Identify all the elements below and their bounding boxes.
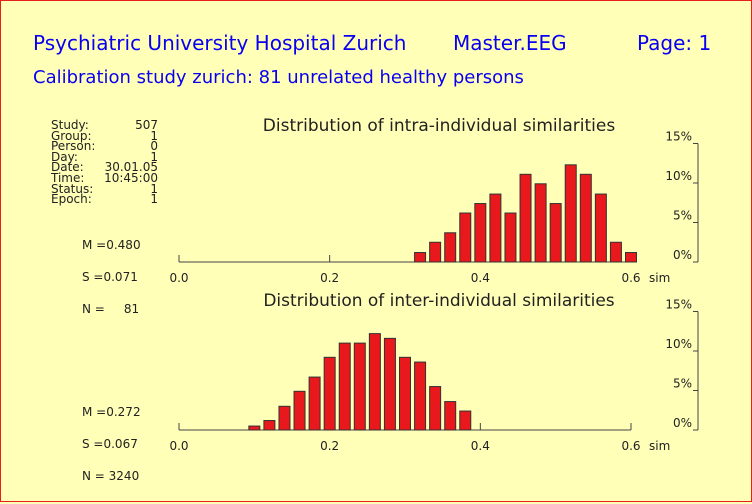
x-axis-label: sim bbox=[649, 271, 670, 285]
y-tick-label: 5% bbox=[673, 209, 692, 223]
stat-mean: M =0.480 bbox=[82, 238, 141, 253]
info-label: Status: bbox=[51, 181, 94, 196]
stat-mean: M =0.272 bbox=[82, 405, 141, 420]
histogram-bar bbox=[549, 203, 562, 263]
inter-stats: M =0.272 S =0.067 N = 3240 bbox=[82, 386, 141, 503]
y-tick-label: 15% bbox=[665, 130, 692, 144]
info-label: Group: bbox=[51, 128, 92, 143]
histogram-bar bbox=[564, 164, 577, 263]
histogram-bar bbox=[414, 361, 427, 431]
info-label: Date: bbox=[51, 160, 84, 175]
info-row: Person: 0 bbox=[51, 139, 158, 154]
stat-n: N = 3240 bbox=[82, 468, 140, 483]
info-value: 1 bbox=[150, 149, 158, 164]
file-name: Master.EEG bbox=[453, 31, 567, 55]
histogram-bar bbox=[459, 212, 472, 263]
chart-title: Distribution of intra-individual similar… bbox=[263, 116, 616, 136]
x-tick-label: 0.6 bbox=[621, 439, 640, 453]
info-row: Day: 1 bbox=[51, 149, 158, 164]
info-label: Study: bbox=[51, 118, 89, 132]
intra-stats: M =0.480 S =0.071 N = 81 bbox=[82, 219, 141, 336]
chart-title: Distribution of inter-individual similar… bbox=[263, 291, 614, 311]
histogram-bar bbox=[429, 386, 442, 431]
recording-info: Study: 507 Group: 1 Person: 0 Day: 1 Date: 30.01.… bbox=[51, 118, 158, 207]
histogram-bar bbox=[489, 193, 502, 263]
page-label: Page: bbox=[637, 31, 693, 55]
info-row: Time: 10:45:00 bbox=[51, 170, 158, 185]
histogram-bar bbox=[383, 337, 396, 431]
histogram-bar bbox=[399, 356, 411, 431]
info-value: 1 bbox=[150, 128, 158, 143]
stat-sd: S =0.071 bbox=[82, 269, 138, 284]
y-tick-label: 15% bbox=[665, 298, 692, 312]
page-number: 1 bbox=[698, 31, 712, 55]
info-value: 0 bbox=[150, 139, 158, 154]
histogram-bar bbox=[534, 183, 547, 263]
info-value: 1 bbox=[150, 181, 158, 196]
x-tick-label: 0.2 bbox=[320, 271, 339, 285]
histogram-bar bbox=[429, 241, 442, 263]
info-row: Epoch: 1 bbox=[51, 192, 158, 207]
y-tick-label: 0% bbox=[673, 248, 692, 262]
info-value: 10:45:00 bbox=[104, 170, 158, 185]
x-tick-label: 0.0 bbox=[169, 271, 188, 285]
y-tick-label: 0% bbox=[673, 416, 692, 430]
stat-n: N = 81 bbox=[82, 301, 140, 316]
histogram-bar bbox=[609, 241, 622, 263]
info-value: 30.01.05 bbox=[104, 160, 158, 175]
histogram-bar bbox=[323, 356, 336, 431]
histogram-bar bbox=[459, 410, 472, 431]
histogram-bar bbox=[278, 405, 291, 431]
histogram-bar bbox=[353, 342, 366, 431]
page-indicator: Page: 1 bbox=[637, 31, 711, 55]
info-row: Status: 1 bbox=[51, 181, 158, 196]
y-tick-label: 10% bbox=[665, 169, 692, 183]
info-value: 1 bbox=[150, 192, 158, 207]
y-tick-label: 5% bbox=[673, 377, 692, 391]
histogram-bar bbox=[625, 252, 637, 263]
info-label: Person: bbox=[51, 139, 96, 154]
histogram-bar bbox=[338, 342, 351, 431]
y-tick-label: 10% bbox=[665, 337, 692, 351]
histogram-bar bbox=[579, 173, 592, 263]
x-tick-label: 0.4 bbox=[471, 439, 490, 453]
info-row: Group: 1 bbox=[51, 128, 158, 143]
histogram-bar bbox=[248, 425, 261, 431]
histogram-bar bbox=[594, 193, 607, 263]
histogram-bar bbox=[414, 252, 427, 263]
x-tick-label: 0.4 bbox=[471, 271, 490, 285]
x-tick-label: 0.6 bbox=[621, 271, 640, 285]
info-row: Date: 30.01.05 bbox=[51, 160, 158, 175]
x-tick-label: 0.2 bbox=[320, 439, 339, 453]
info-label: Epoch: bbox=[51, 192, 92, 207]
histogram-bar bbox=[444, 401, 457, 431]
chart-1: Distribution of inter-individual similar… bbox=[169, 291, 699, 453]
histogram-bar bbox=[263, 420, 276, 431]
stat-sd: S =0.067 bbox=[82, 436, 138, 451]
subtitle: Calibration study zurich: 81 unrelated h… bbox=[33, 67, 524, 88]
histogram-bar bbox=[474, 203, 487, 263]
chart-0: Distribution of intra-individual similar… bbox=[169, 116, 699, 285]
histogram-bar bbox=[293, 390, 306, 431]
histogram-bar bbox=[444, 232, 457, 263]
institution-title: Psychiatric University Hospital Zurich bbox=[33, 31, 407, 55]
info-row: Study: 507 bbox=[51, 118, 158, 132]
x-tick-label: 0.0 bbox=[169, 439, 188, 453]
histogram-bar bbox=[308, 376, 321, 431]
info-value: 507 bbox=[135, 118, 158, 132]
info-label: Day: bbox=[51, 149, 78, 164]
histogram-bar bbox=[504, 212, 517, 263]
info-label: Time: bbox=[51, 170, 85, 185]
histogram-bar bbox=[368, 333, 381, 431]
histogram-bar bbox=[519, 173, 532, 263]
x-axis-label: sim bbox=[649, 439, 670, 453]
